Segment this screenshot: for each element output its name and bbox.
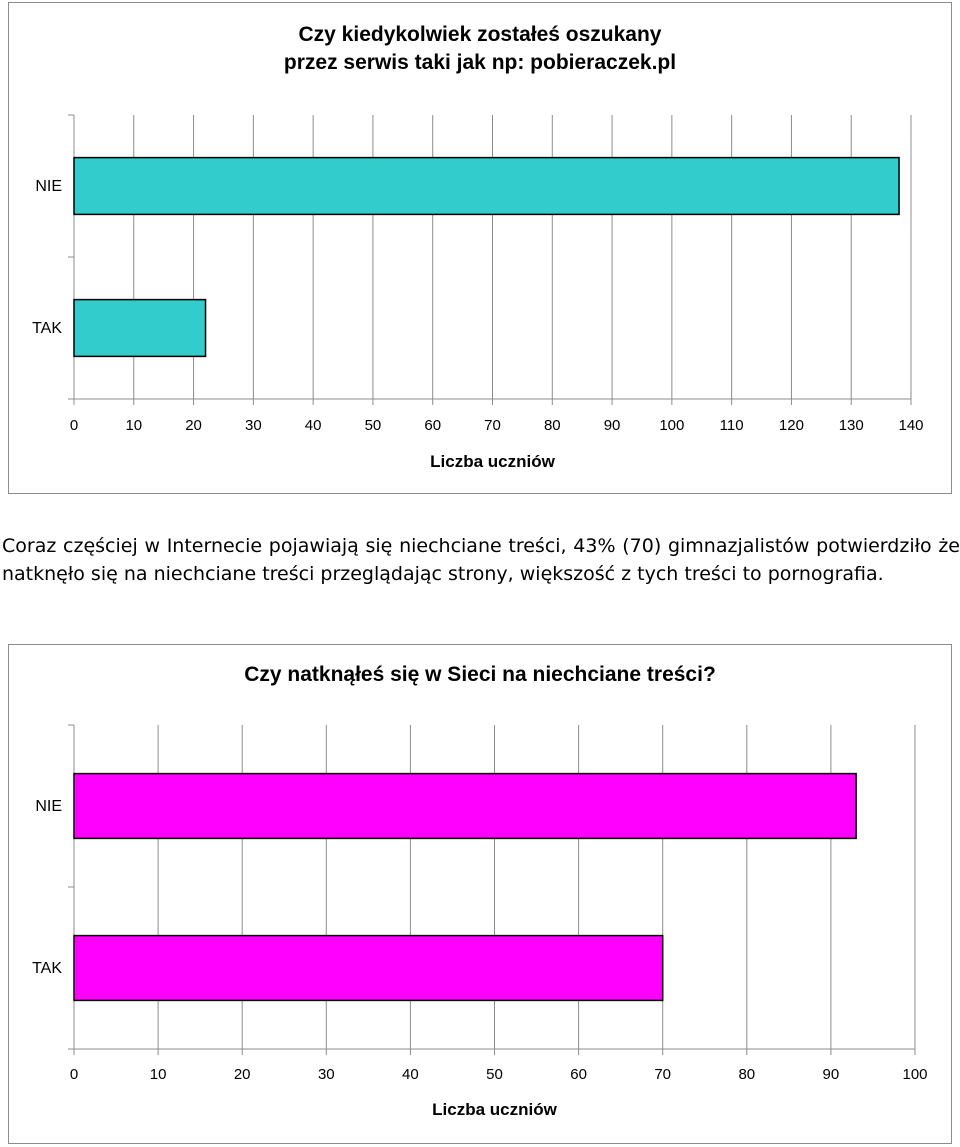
- x-tick-label: 30: [318, 1066, 335, 1083]
- category-label: NIE: [35, 798, 62, 815]
- x-tick-label: 80: [738, 1066, 755, 1083]
- bar-nie: [73, 156, 900, 216]
- category-label: NIE: [35, 178, 62, 195]
- x-tick-label: 100: [902, 1066, 927, 1083]
- bar-tak: [73, 934, 664, 1002]
- x-tick-label: 0: [70, 1066, 78, 1083]
- x-tick-label: 120: [779, 417, 804, 434]
- x-tick-label: 50: [365, 417, 382, 434]
- x-tick-label: 60: [424, 417, 441, 434]
- category-label: TAK: [32, 320, 62, 337]
- fraud-chart: Czy kiedykolwiek zostałeś oszukany przez…: [8, 2, 952, 494]
- x-tick-label: 60: [570, 1066, 587, 1083]
- chart-title: Czy kiedykolwiek zostałeś oszukany przez…: [9, 21, 951, 77]
- body-paragraph: Coraz częściej w Internecie pojawiają si…: [2, 535, 960, 585]
- chart-title-line-1: Czy natknąłeś się w Sieci na niechciane …: [244, 663, 716, 686]
- x-axis-label: Liczba uczniów: [430, 452, 555, 471]
- x-tick-label: 0: [70, 417, 78, 434]
- unwanted-content-chart-plot: 0 10 20 30 40 50 60 70 80 90 100 NIE TAK Liczba uczni…: [32, 724, 928, 1119]
- x-tick-label: 90: [604, 417, 621, 434]
- x-tick-label: 40: [402, 1066, 419, 1083]
- chart-title-line-1: Czy kiedykolwiek zostałeś oszukany: [298, 23, 662, 46]
- bar-tak: [73, 298, 207, 358]
- x-tick-label: 80: [544, 417, 561, 434]
- chart-title: Czy natknąłeś się w Sieci na niechciane …: [9, 661, 951, 689]
- x-tick-label: 110: [720, 417, 744, 434]
- x-tick-label: 70: [484, 417, 501, 434]
- x-tick-label: 100: [659, 417, 684, 434]
- x-tick-label: 40: [305, 417, 322, 434]
- category-label: TAK: [32, 960, 62, 977]
- x-tick-label: 70: [654, 1066, 671, 1083]
- x-tick-label: 10: [125, 417, 142, 434]
- bar-nie: [73, 772, 857, 840]
- x-tick-label: 30: [245, 417, 262, 434]
- x-tick-label: 10: [150, 1066, 167, 1083]
- unwanted-content-chart: Czy natknąłeś się w Sieci na niechciane …: [8, 644, 952, 1144]
- chart-title-line-2: przez serwis taki jak np: pobieraczek.pl: [283, 51, 677, 74]
- x-tick-label: 90: [823, 1066, 840, 1083]
- x-tick-label: 50: [486, 1066, 503, 1083]
- x-tick-label: 20: [185, 417, 202, 434]
- x-axis-label: Liczba uczniów: [432, 1100, 557, 1119]
- x-tick-label: 20: [234, 1066, 251, 1083]
- fraud-chart-plot: 0 10 20 30 40 50 60 70 80 90 100 110 120 130 140 NIE TAK…: [32, 114, 924, 471]
- x-tick-label: 140: [898, 417, 923, 434]
- x-tick-label: 130: [839, 417, 864, 434]
